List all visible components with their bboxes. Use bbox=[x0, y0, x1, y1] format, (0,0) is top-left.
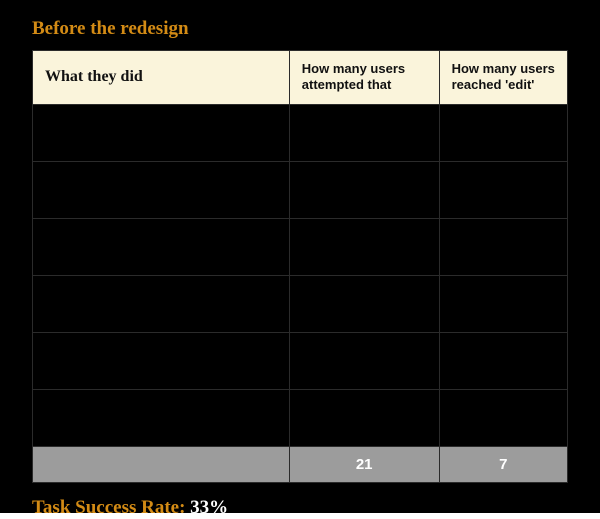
table-cell bbox=[33, 104, 290, 161]
table-cell bbox=[289, 161, 439, 218]
success-rate: Task Success Rate: 33% bbox=[32, 497, 568, 519]
total-reached: 7 bbox=[439, 446, 567, 482]
table-cell bbox=[289, 332, 439, 389]
table-cell bbox=[33, 389, 290, 446]
success-rate-label: Task Success Rate: bbox=[32, 497, 190, 518]
col-header-what: What they did bbox=[33, 51, 290, 105]
table-cell bbox=[439, 161, 567, 218]
table-cell bbox=[289, 104, 439, 161]
table-cell bbox=[33, 275, 290, 332]
table-cell bbox=[33, 161, 290, 218]
table-cell bbox=[439, 389, 567, 446]
total-attempted: 21 bbox=[289, 446, 439, 482]
table-cell bbox=[439, 218, 567, 275]
table-row bbox=[33, 161, 568, 218]
table-row bbox=[33, 275, 568, 332]
table-total-row: 21 7 bbox=[33, 446, 568, 482]
table-cell bbox=[289, 218, 439, 275]
results-table: What they did How many users attempted t… bbox=[32, 50, 568, 483]
table-cell bbox=[439, 104, 567, 161]
table-body bbox=[33, 104, 568, 446]
table-row bbox=[33, 218, 568, 275]
table-row bbox=[33, 332, 568, 389]
table-cell bbox=[289, 389, 439, 446]
table-cell bbox=[33, 332, 290, 389]
table-cell bbox=[33, 218, 290, 275]
total-label bbox=[33, 446, 290, 482]
col-header-reached: How many users reached 'edit' bbox=[439, 51, 567, 105]
success-rate-value: 33% bbox=[190, 497, 228, 518]
table-cell bbox=[439, 275, 567, 332]
table-header-row: What they did How many users attempted t… bbox=[33, 51, 568, 105]
table-row bbox=[33, 104, 568, 161]
slide-container: Before the redesign What they did How ma… bbox=[0, 0, 600, 513]
col-header-attempted: How many users attempted that bbox=[289, 51, 439, 105]
page-title: Before the redesign bbox=[32, 18, 568, 40]
table-row bbox=[33, 389, 568, 446]
table-cell bbox=[439, 332, 567, 389]
table-cell bbox=[289, 275, 439, 332]
